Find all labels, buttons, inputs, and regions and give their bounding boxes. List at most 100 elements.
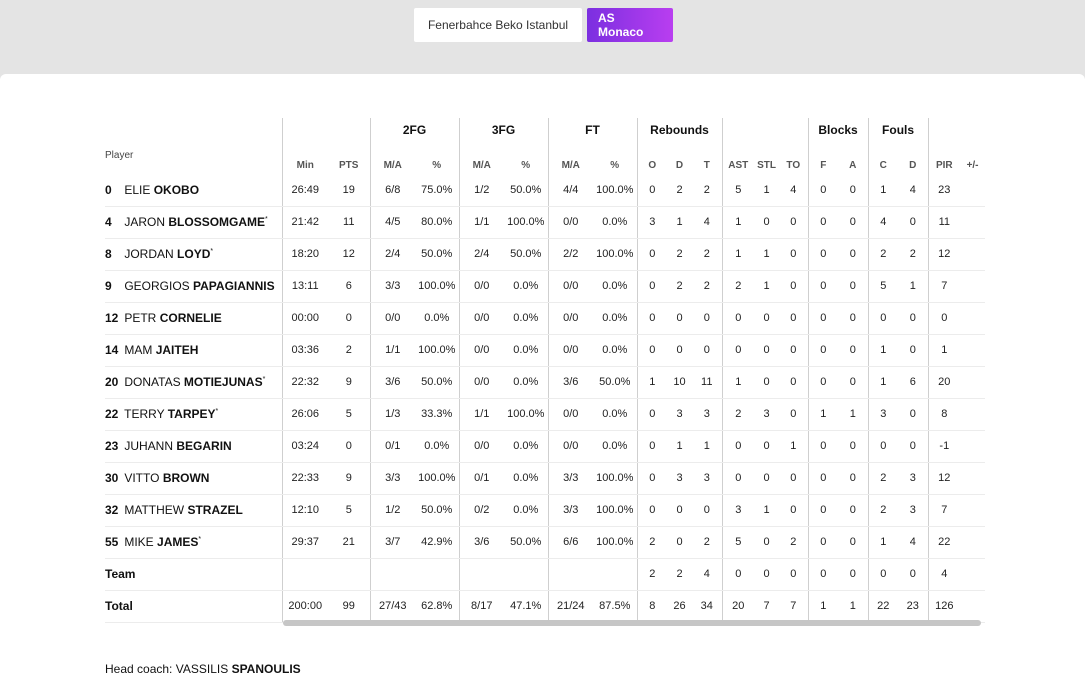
stat-to: 0 <box>779 366 809 399</box>
stat-pir: -1 <box>927 430 961 463</box>
stat-o: 0 <box>636 174 668 207</box>
player-last-name: MOTIEJUNAS <box>183 375 263 389</box>
stat-d: 3 <box>667 462 693 495</box>
stat-t: 3 <box>692 462 723 495</box>
stat-fg2p: 33.3% <box>415 398 459 431</box>
stat-pm <box>960 526 986 559</box>
stat-pts: 12 <box>328 238 370 271</box>
player-first-name: GEORGIOS <box>124 279 190 293</box>
head-coach-label: Head coach: <box>105 662 173 676</box>
player-number: 14 <box>105 343 119 357</box>
stat-ftp: 87.5% <box>593 590 638 623</box>
player-number: 55 <box>105 535 119 549</box>
player-name[interactable]: 12 PETR CORNELIE <box>105 302 282 335</box>
stat-pm <box>960 174 986 207</box>
player-name[interactable]: 8 JORDAN LOYD* <box>105 238 282 271</box>
stat-d: 0 <box>667 302 693 335</box>
player-name[interactable]: 23 JUHANN BEGARIN <box>105 430 282 463</box>
stat-pts: 5 <box>328 398 370 431</box>
stat-fd: 0 <box>898 398 929 431</box>
stat-min: 22:32 <box>281 366 328 399</box>
stat-bf: 0 <box>807 526 839 559</box>
stat-ftp <box>593 558 638 591</box>
stat-fg3p: 50.0% <box>504 174 548 207</box>
tab-fenerbahce[interactable]: Fenerbahce Beko Istanbul <box>414 8 582 42</box>
col-reb-d: D <box>675 160 684 171</box>
stat-fg3: 8/17 <box>458 590 504 623</box>
player-name[interactable]: 14 MAM JAITEH <box>105 334 282 367</box>
player-first-name: MAM <box>124 343 153 357</box>
player-name[interactable]: 0 ELIE OKOBO <box>105 174 282 207</box>
stat-stl: 0 <box>754 430 780 463</box>
stat-pm <box>960 494 986 527</box>
stat-d: 2 <box>667 174 693 207</box>
stat-fd: 6 <box>898 366 929 399</box>
stat-bf: 0 <box>807 270 839 303</box>
stat-o: 0 <box>636 334 668 367</box>
player-name[interactable]: 4 JARON BLOSSOMGAME* <box>105 206 282 239</box>
stat-fg3p: 0.0% <box>504 334 548 367</box>
stat-fc: 4 <box>867 206 899 239</box>
col-to: TO <box>786 160 801 171</box>
stat-t: 2 <box>692 270 723 303</box>
stat-pts: 0 <box>328 302 370 335</box>
player-name[interactable]: 32 MATTHEW STRAZEL <box>105 494 282 527</box>
player-name[interactable]: 22 TERRY TARPEY* <box>105 398 282 431</box>
stat-fd: 3 <box>898 494 929 527</box>
stat-bf: 1 <box>807 398 839 431</box>
stat-fg2p <box>415 558 459 591</box>
stat-stl: 1 <box>754 270 780 303</box>
stat-ft: 3/6 <box>547 366 593 399</box>
stat-pir: 7 <box>927 270 961 303</box>
stat-stl: 1 <box>754 494 780 527</box>
stat-pts: 99 <box>328 590 370 623</box>
stat-min: 13:11 <box>281 270 328 303</box>
stat-to: 0 <box>779 206 809 239</box>
stat-stl: 0 <box>754 366 780 399</box>
player-row: 12 PETR CORNELIE 00:00 0 0/0 0.0% 0/0 0.0% 0/0 0… <box>105 302 986 335</box>
col-ft-ma: M/A <box>547 142 593 174</box>
stat-stl: 0 <box>754 302 780 335</box>
stat-pm <box>960 334 986 367</box>
stat-bf: 0 <box>807 174 839 207</box>
stat-fd: 4 <box>898 526 929 559</box>
player-name[interactable]: 20 DONATAS MOTIEJUNAS* <box>105 366 282 399</box>
col-fouls-d: D <box>909 160 917 171</box>
player-name[interactable]: 30 VITTO BROWN <box>105 462 282 495</box>
stat-d: 1 <box>667 206 693 239</box>
stat-to: 0 <box>779 398 809 431</box>
tab-monaco[interactable]: AS Monaco <box>587 8 673 42</box>
stat-min: 200:00 <box>281 590 328 623</box>
stat-fd: 3 <box>898 462 929 495</box>
col-min: Min <box>281 142 328 174</box>
stat-ba: 1 <box>838 398 869 431</box>
group-3fg: 3FG <box>458 118 548 142</box>
stat-to: 0 <box>779 334 809 367</box>
stat-o: 2 <box>636 526 668 559</box>
stat-ftp: 100.0% <box>593 238 638 271</box>
stat-fg3p: 50.0% <box>504 526 548 559</box>
horizontal-scrollbar[interactable] <box>283 620 981 626</box>
player-name[interactable]: 9 GEORGIOS PAPAGIANNIS <box>105 270 282 303</box>
stat-pts <box>328 558 370 591</box>
stat-o: 1 <box>636 366 668 399</box>
stat-fg2 <box>369 558 415 591</box>
player-name[interactable]: 55 MIKE JAMES* <box>105 526 282 559</box>
stat-pir: 20 <box>927 366 961 399</box>
stat-min: 03:36 <box>281 334 328 367</box>
stat-fg3p <box>504 558 548 591</box>
stat-min: 26:49 <box>281 174 328 207</box>
stat-pir: 22 <box>927 526 961 559</box>
stat-ftp: 0.0% <box>593 334 638 367</box>
stat-stl: 0 <box>754 206 780 239</box>
stat-min: 22:33 <box>281 462 328 495</box>
stat-pm <box>960 462 986 495</box>
stat-ba: 0 <box>838 302 869 335</box>
stat-ftp: 100.0% <box>593 462 638 495</box>
stat-fc: 0 <box>867 558 899 591</box>
stat-fg2p: 50.0% <box>415 238 459 271</box>
stat-o: 0 <box>636 398 668 431</box>
stat-pm <box>960 270 986 303</box>
starter-marker: * <box>265 216 268 223</box>
stat-fd: 0 <box>898 206 929 239</box>
